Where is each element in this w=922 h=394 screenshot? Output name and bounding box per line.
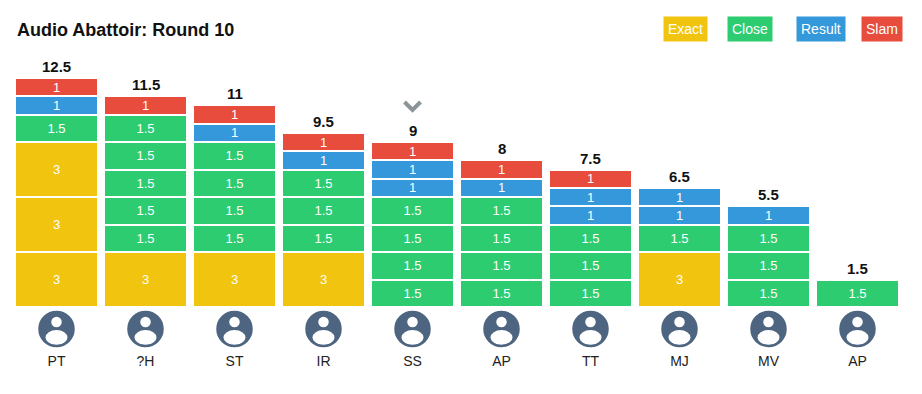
svg-text:3: 3 bbox=[142, 272, 149, 287]
svg-text:1.5: 1.5 bbox=[670, 231, 688, 246]
svg-text:1.5: 1.5 bbox=[314, 231, 332, 246]
svg-text:1.5: 1.5 bbox=[403, 203, 421, 218]
svg-text:1.5: 1.5 bbox=[136, 203, 154, 218]
svg-text:1.5: 1.5 bbox=[403, 231, 421, 246]
svg-text:1.5: 1.5 bbox=[492, 286, 510, 301]
svg-text:1: 1 bbox=[676, 190, 683, 205]
svg-text:5.5: 5.5 bbox=[758, 186, 779, 203]
svg-text:1.5: 1.5 bbox=[581, 231, 599, 246]
svg-text:1: 1 bbox=[765, 208, 772, 223]
svg-text:1.5: 1.5 bbox=[136, 148, 154, 163]
svg-text:1.5: 1.5 bbox=[136, 176, 154, 191]
svg-text:8: 8 bbox=[498, 140, 506, 157]
svg-text:3: 3 bbox=[676, 272, 683, 287]
svg-text:1: 1 bbox=[676, 208, 683, 223]
svg-text:MJ: MJ bbox=[670, 353, 689, 369]
svg-text:1: 1 bbox=[498, 180, 505, 195]
svg-text:1: 1 bbox=[587, 208, 594, 223]
svg-text:TT: TT bbox=[582, 353, 600, 369]
svg-text:1.5: 1.5 bbox=[47, 121, 65, 136]
svg-text:IR: IR bbox=[317, 353, 331, 369]
svg-text:9: 9 bbox=[409, 122, 417, 139]
svg-text:1.5: 1.5 bbox=[225, 148, 243, 163]
svg-text:Slam: Slam bbox=[866, 21, 898, 37]
svg-text:1: 1 bbox=[587, 190, 594, 205]
svg-text:1: 1 bbox=[320, 135, 327, 150]
svg-text:1.5: 1.5 bbox=[403, 286, 421, 301]
svg-text:1.5: 1.5 bbox=[848, 286, 866, 301]
svg-text:1: 1 bbox=[53, 98, 60, 113]
svg-text:PT: PT bbox=[48, 353, 66, 369]
svg-text:1.5: 1.5 bbox=[136, 231, 154, 246]
svg-text:1.5: 1.5 bbox=[759, 286, 777, 301]
svg-text:1.5: 1.5 bbox=[314, 176, 332, 191]
svg-text:1: 1 bbox=[231, 107, 238, 122]
svg-text:ST: ST bbox=[226, 353, 244, 369]
svg-text:1: 1 bbox=[409, 180, 416, 195]
svg-text:1.5: 1.5 bbox=[847, 260, 868, 277]
svg-text:1.5: 1.5 bbox=[581, 258, 599, 273]
svg-text:11.5: 11.5 bbox=[132, 76, 160, 93]
svg-text:9.5: 9.5 bbox=[313, 113, 334, 130]
svg-text:1.5: 1.5 bbox=[225, 203, 243, 218]
svg-text:1: 1 bbox=[409, 144, 416, 159]
svg-text:1.5: 1.5 bbox=[403, 258, 421, 273]
svg-text:1.5: 1.5 bbox=[492, 203, 510, 218]
svg-text:1.5: 1.5 bbox=[225, 231, 243, 246]
svg-text:1: 1 bbox=[409, 162, 416, 177]
svg-text:1.5: 1.5 bbox=[492, 258, 510, 273]
svg-text:1.5: 1.5 bbox=[581, 286, 599, 301]
svg-text:1.5: 1.5 bbox=[492, 231, 510, 246]
svg-text:1: 1 bbox=[320, 153, 327, 168]
svg-text:1.5: 1.5 bbox=[314, 203, 332, 218]
svg-text:Close: Close bbox=[732, 21, 768, 37]
svg-text:1.5: 1.5 bbox=[759, 258, 777, 273]
svg-text:SS: SS bbox=[403, 353, 422, 369]
svg-text:MV: MV bbox=[758, 353, 780, 369]
svg-text:Exact: Exact bbox=[668, 21, 703, 37]
svg-text:1: 1 bbox=[53, 80, 60, 95]
svg-text:1.5: 1.5 bbox=[136, 121, 154, 136]
svg-text:1: 1 bbox=[231, 125, 238, 140]
svg-text:?H: ?H bbox=[137, 353, 155, 369]
svg-text:3: 3 bbox=[53, 162, 60, 177]
svg-text:1.5: 1.5 bbox=[225, 176, 243, 191]
svg-text:6.5: 6.5 bbox=[669, 168, 690, 185]
svg-text:1.5: 1.5 bbox=[759, 231, 777, 246]
svg-text:1: 1 bbox=[498, 162, 505, 177]
svg-text:3: 3 bbox=[231, 272, 238, 287]
svg-text:7.5: 7.5 bbox=[580, 150, 601, 167]
svg-text:3: 3 bbox=[53, 272, 60, 287]
svg-text:1: 1 bbox=[587, 171, 594, 186]
svg-text:Audio Abattoir: Round 10: Audio Abattoir: Round 10 bbox=[17, 20, 234, 40]
svg-text:AP: AP bbox=[492, 353, 511, 369]
svg-text:11: 11 bbox=[227, 85, 243, 102]
svg-text:1: 1 bbox=[142, 98, 149, 113]
svg-text:AP: AP bbox=[848, 353, 867, 369]
svg-text:12.5: 12.5 bbox=[42, 58, 71, 75]
svg-text:3: 3 bbox=[53, 217, 60, 232]
svg-text:Result: Result bbox=[801, 21, 841, 37]
svg-text:3: 3 bbox=[320, 272, 327, 287]
